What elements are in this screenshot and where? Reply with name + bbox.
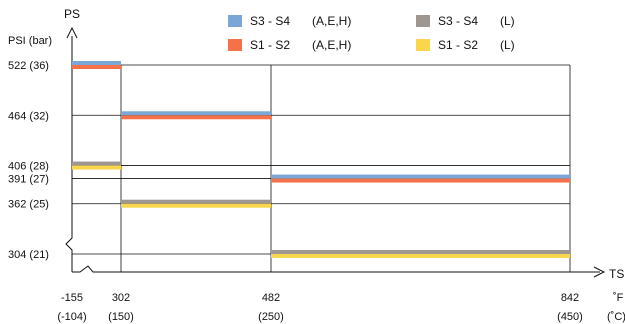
y-tick-label: 391 (27) xyxy=(8,174,49,186)
series-step-bar xyxy=(72,65,121,69)
x-unit-label-f: ˚F xyxy=(613,292,624,304)
series-step-bar xyxy=(121,115,271,120)
legend-swatch xyxy=(228,15,242,27)
legend-item: S3 - S4 (L) xyxy=(416,12,515,30)
legend-item: S1 - S2 (A,E,H) xyxy=(228,36,351,54)
legend-code: (L) xyxy=(500,38,515,52)
series-marks xyxy=(72,61,570,258)
y-tick-label: 464 (32) xyxy=(8,110,49,122)
legend-item: S1 - S2 (L) xyxy=(416,36,515,54)
legend-swatch xyxy=(228,39,242,51)
x-tick-sublabel: (250) xyxy=(258,311,284,323)
x-axis-line xyxy=(72,265,600,273)
legend-item: S3 - S4 (A,E,H) xyxy=(228,12,351,30)
legend: S3 - S4 (A,E,H) S1 - S2 (A,E,H) S3 - S4 … xyxy=(228,12,618,56)
legend-label: S3 - S4 xyxy=(250,14,291,28)
y-tick-label: 304 (21) xyxy=(8,249,49,261)
series-step-bar xyxy=(72,61,121,65)
x-axis-title: TS xyxy=(609,267,624,281)
legend-swatch xyxy=(416,15,430,27)
series-step-bar xyxy=(271,254,570,258)
x-unit-label-c: (˚C) xyxy=(607,311,625,323)
y-axis-arrow xyxy=(66,26,78,39)
chart-frame xyxy=(65,26,606,278)
x-tick-sublabel: (450) xyxy=(557,311,583,323)
y-axis-line xyxy=(65,36,73,272)
series-step-bar xyxy=(271,174,570,179)
series-step-bar xyxy=(271,250,570,254)
series-step-bar xyxy=(121,111,271,116)
legend-code: (A,E,H) xyxy=(312,38,352,52)
x-tick-labels: -155 (-104) 302 (150) 482 (250) 842 (450) xyxy=(57,292,583,323)
y-tick-label: 522 (36) xyxy=(8,60,49,72)
legend-label: S1 - S2 xyxy=(250,38,291,52)
y-tick-labels: 522 (36) 464 (32) 406 (28)391 (27) 362 (25)… xyxy=(8,60,49,261)
x-tick-label: -155 xyxy=(61,292,83,304)
legend-swatch xyxy=(416,39,430,51)
gridlines xyxy=(72,64,571,272)
y-axis-title: PS xyxy=(64,7,80,21)
x-tick-sublabel: (150) xyxy=(108,311,134,323)
y-tick-label: 406 (28) xyxy=(8,161,49,173)
y-unit-label: PSI (bar) xyxy=(8,35,52,47)
series-step-bar xyxy=(121,199,271,204)
legend-code: (L) xyxy=(500,14,515,28)
x-tick-label: 842 xyxy=(561,292,579,304)
x-tick-label: 302 xyxy=(112,292,130,304)
series-step-bar xyxy=(72,165,121,170)
x-tick-sublabel: (-104) xyxy=(57,311,86,323)
legend-code: (A,E,H) xyxy=(312,14,352,28)
legend-label: S1 - S2 xyxy=(438,38,479,52)
series-step-bar xyxy=(121,203,271,208)
x-tick-label: 482 xyxy=(262,292,280,304)
series-step-bar xyxy=(271,178,570,183)
series-step-bar xyxy=(72,161,121,166)
x-axis-arrow xyxy=(593,266,606,278)
legend-label: S3 - S4 xyxy=(438,14,479,28)
y-tick-label: 362 (25) xyxy=(8,199,49,211)
